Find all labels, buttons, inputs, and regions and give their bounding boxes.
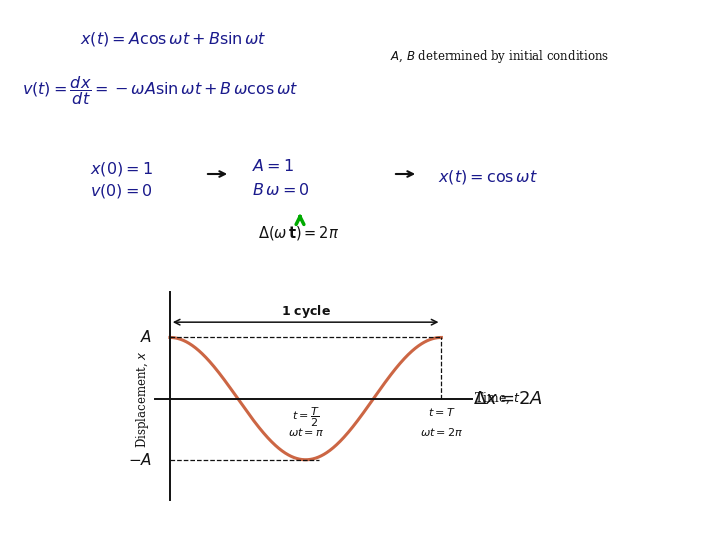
- Text: $\mathbf{1\ cycle}$: $\mathbf{1\ cycle}$: [281, 303, 330, 320]
- Text: $A$, $B$ determined by initial conditions: $A$, $B$ determined by initial condition…: [390, 48, 609, 65]
- Text: $\omega t=\pi$: $\omega t=\pi$: [287, 426, 324, 438]
- Text: $v(0)=0$: $v(0)=0$: [90, 182, 153, 200]
- Text: $A=1$: $A=1$: [252, 158, 294, 175]
- Text: Time, $t$: Time, $t$: [474, 391, 521, 406]
- Text: $\omega t=2\pi$: $\omega t=2\pi$: [420, 426, 463, 438]
- Text: $\Delta(\omega\,\mathbf{t})=2\pi$: $\Delta(\omega\,\mathbf{t})=2\pi$: [258, 224, 339, 242]
- Text: $B\,\omega=0$: $B\,\omega=0$: [252, 182, 310, 199]
- Text: $v(t)=\dfrac{dx}{dt}=-\omega A\sin\omega t+B\,\omega\cos\omega t$: $v(t)=\dfrac{dx}{dt}=-\omega A\sin\omega…: [22, 74, 299, 107]
- Text: $x(t)=\cos\omega t$: $x(t)=\cos\omega t$: [438, 168, 538, 186]
- Text: $-A$: $-A$: [128, 452, 153, 468]
- Text: $\Delta x=2A$: $\Delta x=2A$: [473, 389, 543, 408]
- Text: $t=\dfrac{T}{2}$: $t=\dfrac{T}{2}$: [292, 406, 320, 429]
- Text: Displacement, $x$: Displacement, $x$: [134, 349, 151, 448]
- Text: $x(t)=A\cos\omega t+B\sin\omega t$: $x(t)=A\cos\omega t+B\sin\omega t$: [80, 30, 266, 48]
- Text: $t=T$: $t=T$: [428, 406, 455, 418]
- Text: $x(0)=1$: $x(0)=1$: [90, 160, 153, 178]
- Text: $A$: $A$: [140, 329, 153, 346]
